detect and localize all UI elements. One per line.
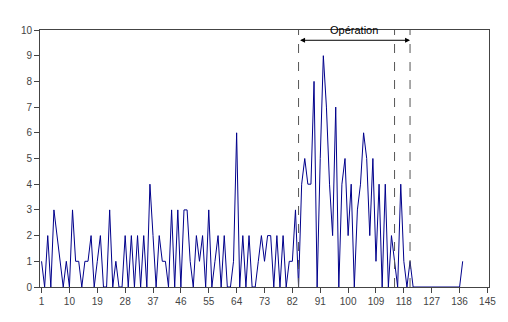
svg-text:Opération: Opération — [330, 24, 378, 36]
svg-text:118: 118 — [396, 296, 412, 307]
svg-text:100: 100 — [340, 296, 357, 307]
svg-text:0: 0 — [26, 282, 32, 293]
svg-text:7: 7 — [26, 102, 32, 113]
svg-text:145: 145 — [479, 296, 496, 307]
svg-text:6: 6 — [26, 127, 32, 138]
svg-text:82: 82 — [287, 296, 299, 307]
svg-text:46: 46 — [175, 296, 187, 307]
svg-text:9: 9 — [26, 50, 32, 61]
svg-text:64: 64 — [231, 296, 243, 307]
svg-text:10: 10 — [21, 25, 33, 36]
svg-text:73: 73 — [259, 296, 271, 307]
svg-text:55: 55 — [203, 296, 215, 307]
svg-text:91: 91 — [315, 296, 327, 307]
svg-text:109: 109 — [368, 296, 385, 307]
svg-text:1: 1 — [26, 256, 32, 267]
svg-text:37: 37 — [147, 296, 159, 307]
svg-text:136: 136 — [451, 296, 468, 307]
svg-text:19: 19 — [92, 296, 104, 307]
svg-text:10: 10 — [64, 296, 76, 307]
svg-text:4: 4 — [26, 179, 32, 190]
svg-text:3: 3 — [26, 204, 32, 215]
svg-text:28: 28 — [120, 296, 132, 307]
svg-text:2: 2 — [26, 230, 32, 241]
svg-text:5: 5 — [26, 153, 32, 164]
svg-text:1: 1 — [39, 296, 45, 307]
svg-text:8: 8 — [26, 76, 32, 87]
svg-text:127: 127 — [423, 296, 440, 307]
